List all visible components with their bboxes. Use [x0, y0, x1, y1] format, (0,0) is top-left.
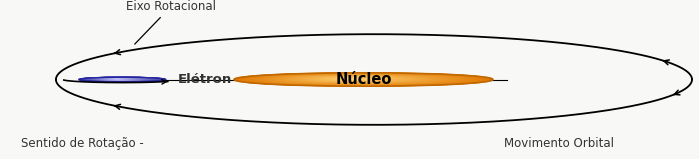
Ellipse shape	[252, 74, 472, 85]
Ellipse shape	[255, 74, 468, 85]
Ellipse shape	[234, 73, 493, 86]
Ellipse shape	[88, 78, 154, 81]
Text: Sentido de Rotação -: Sentido de Rotação -	[21, 137, 147, 150]
Ellipse shape	[261, 74, 461, 85]
Ellipse shape	[98, 78, 141, 80]
Ellipse shape	[82, 77, 162, 82]
Ellipse shape	[94, 78, 146, 81]
Ellipse shape	[85, 78, 158, 81]
Ellipse shape	[282, 75, 437, 83]
Ellipse shape	[320, 77, 391, 81]
Ellipse shape	[113, 79, 122, 80]
Ellipse shape	[85, 78, 157, 81]
Ellipse shape	[103, 79, 134, 80]
Ellipse shape	[79, 77, 166, 82]
Ellipse shape	[294, 76, 423, 83]
Ellipse shape	[311, 77, 402, 81]
Ellipse shape	[110, 79, 125, 80]
Ellipse shape	[243, 73, 482, 86]
Ellipse shape	[305, 76, 409, 82]
Ellipse shape	[332, 78, 377, 80]
Text: Movimento Orbital: Movimento Orbital	[504, 137, 614, 150]
Ellipse shape	[82, 77, 161, 81]
Ellipse shape	[112, 79, 123, 80]
Ellipse shape	[315, 77, 398, 81]
Ellipse shape	[329, 78, 381, 80]
Ellipse shape	[299, 76, 416, 82]
Ellipse shape	[111, 79, 124, 80]
Ellipse shape	[288, 76, 430, 83]
Ellipse shape	[303, 76, 412, 82]
Ellipse shape	[240, 73, 486, 86]
Ellipse shape	[93, 78, 147, 81]
Ellipse shape	[246, 73, 479, 85]
Ellipse shape	[107, 79, 129, 80]
Ellipse shape	[101, 78, 138, 80]
Ellipse shape	[338, 78, 370, 80]
Ellipse shape	[308, 77, 405, 82]
Ellipse shape	[92, 78, 149, 81]
Ellipse shape	[103, 78, 135, 80]
Ellipse shape	[106, 79, 131, 80]
Ellipse shape	[296, 76, 419, 82]
Ellipse shape	[267, 74, 454, 84]
Text: Elétron: Elétron	[178, 73, 233, 86]
Ellipse shape	[87, 78, 156, 81]
Ellipse shape	[270, 75, 451, 84]
Ellipse shape	[109, 79, 127, 80]
Ellipse shape	[341, 78, 367, 80]
Ellipse shape	[92, 78, 150, 81]
Ellipse shape	[273, 75, 447, 84]
Ellipse shape	[317, 77, 395, 81]
Text: Núcleo: Núcleo	[336, 72, 391, 87]
Ellipse shape	[90, 78, 151, 81]
Ellipse shape	[291, 76, 426, 83]
Ellipse shape	[336, 78, 374, 80]
Ellipse shape	[104, 79, 133, 80]
Ellipse shape	[237, 73, 489, 86]
Ellipse shape	[99, 78, 140, 80]
Ellipse shape	[284, 75, 433, 83]
Ellipse shape	[80, 77, 164, 82]
Ellipse shape	[81, 77, 163, 82]
Ellipse shape	[87, 78, 154, 81]
Ellipse shape	[106, 79, 130, 80]
Ellipse shape	[249, 74, 475, 85]
Ellipse shape	[323, 77, 388, 81]
Ellipse shape	[344, 78, 363, 79]
Text: Eixo Rotacional: Eixo Rotacional	[127, 0, 216, 44]
Ellipse shape	[258, 74, 465, 85]
Ellipse shape	[96, 78, 144, 81]
Ellipse shape	[326, 77, 384, 80]
Ellipse shape	[89, 78, 152, 81]
Ellipse shape	[101, 78, 136, 80]
Ellipse shape	[276, 75, 444, 84]
Ellipse shape	[108, 79, 128, 80]
Ellipse shape	[100, 78, 138, 80]
Ellipse shape	[84, 77, 159, 81]
Ellipse shape	[279, 75, 440, 83]
Ellipse shape	[95, 78, 145, 81]
Ellipse shape	[97, 78, 143, 80]
Ellipse shape	[264, 74, 458, 84]
